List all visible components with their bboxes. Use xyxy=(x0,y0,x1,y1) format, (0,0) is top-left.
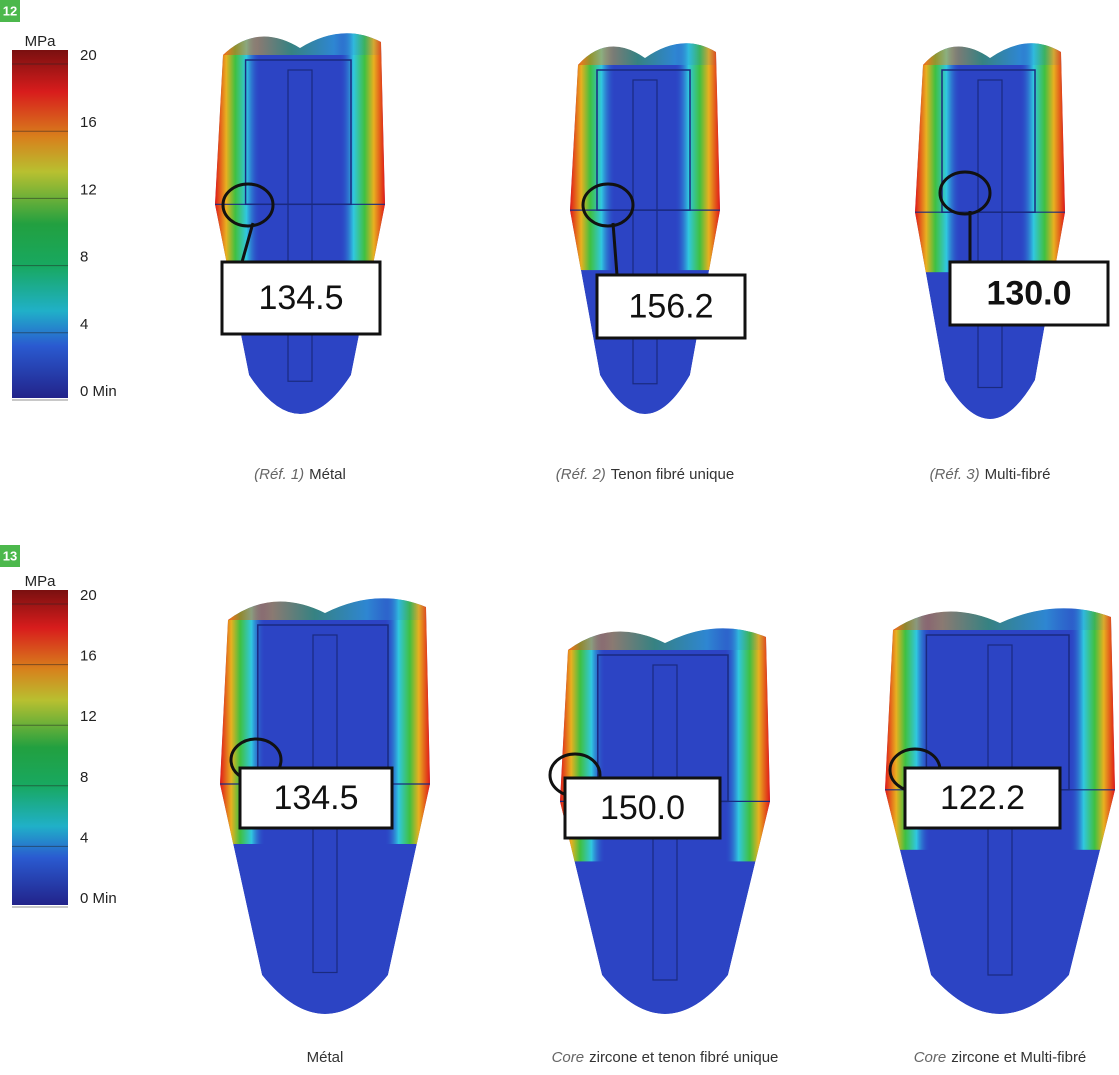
color-bar xyxy=(12,590,68,905)
tooth xyxy=(915,30,1065,419)
legend-tick-label: 4 xyxy=(80,829,88,846)
stress-left xyxy=(570,40,615,270)
caption-ref: (Réf. 1) xyxy=(254,466,304,483)
caption-label: Tenon fibré unique xyxy=(611,466,734,483)
legend-tick-label: 20 xyxy=(80,587,97,604)
caption-ref: (Réf. 3) xyxy=(930,466,980,483)
stress-right xyxy=(725,625,770,861)
stress-value: 134.5 xyxy=(258,279,343,317)
panel: 130.0 (Réf. 3) Multi-fibré xyxy=(915,30,1108,483)
stress-left xyxy=(915,40,960,272)
caption-label: Multi-fibré xyxy=(985,466,1051,483)
stress-value: 150.0 xyxy=(600,789,685,827)
legend-tick-label: 8 xyxy=(80,769,88,786)
legend-tick-label: 4 xyxy=(80,316,88,333)
legend-tick-label: 16 xyxy=(80,114,97,131)
stress-right xyxy=(1070,605,1115,850)
stress-top xyxy=(220,585,430,620)
legend-tick-label: 20 xyxy=(80,47,97,64)
stress-top xyxy=(215,20,385,55)
legend-tick-label: 12 xyxy=(80,181,97,198)
figure: 12 MPa 20 16 12 8 4 0 Min 134.5 (Réf. 1) Métal 156.… xyxy=(0,0,1108,483)
legend-tick-label: 8 xyxy=(80,249,88,266)
stress-top xyxy=(915,30,1065,65)
legend-tick-label: 0 Min xyxy=(80,890,117,907)
stress-right xyxy=(675,40,720,270)
panel: 156.2 (Réf. 2) Tenon fibré unique xyxy=(556,30,745,483)
caption-label: Métal xyxy=(309,466,346,483)
caption-label: zircone et tenon fibré unique xyxy=(589,1049,778,1066)
panel: 134.5 Métal xyxy=(220,585,430,1066)
stress-top xyxy=(885,595,1115,630)
stress-top xyxy=(570,30,720,65)
stress-value: 134.5 xyxy=(273,779,358,817)
caption-label: zircone et Multi-fibré xyxy=(951,1049,1086,1066)
figure-page: 12 MPa 20 16 12 8 4 0 Min 134.5 (Réf. 1) Métal 156.… xyxy=(0,0,1119,1075)
legend-tick-label: 16 xyxy=(80,648,97,665)
stress-right xyxy=(340,30,385,264)
tooth xyxy=(215,20,385,414)
stress-right xyxy=(1020,40,1065,272)
caption-emphasis: Core xyxy=(914,1049,947,1066)
panel: 134.5 (Réf. 1) Métal xyxy=(215,20,385,483)
caption: (Réf. 2) Tenon fibré unique xyxy=(556,466,734,483)
stress-top xyxy=(560,615,770,650)
caption: (Réf. 3) Multi-fibré xyxy=(930,466,1051,483)
caption: Métal xyxy=(307,1049,344,1066)
stress-value: 122.2 xyxy=(940,779,1025,817)
caption: (Réf. 1) Métal xyxy=(254,466,346,483)
color-bar xyxy=(12,50,68,398)
legend-unit: MPa xyxy=(25,573,57,590)
figure-number: 12 xyxy=(3,3,17,18)
legend-tick-label: 12 xyxy=(80,708,97,725)
figure-number: 13 xyxy=(3,548,17,563)
stress-value: 130.0 xyxy=(986,274,1071,312)
caption-emphasis: Core xyxy=(552,1049,585,1066)
stress-left xyxy=(215,30,260,264)
caption-label: Métal xyxy=(307,1049,344,1066)
legend-tick-label: 0 Min xyxy=(80,383,117,400)
stress-value: 156.2 xyxy=(628,287,713,325)
caption-ref: (Réf. 2) xyxy=(556,466,606,483)
legend-unit: MPa xyxy=(25,33,57,50)
